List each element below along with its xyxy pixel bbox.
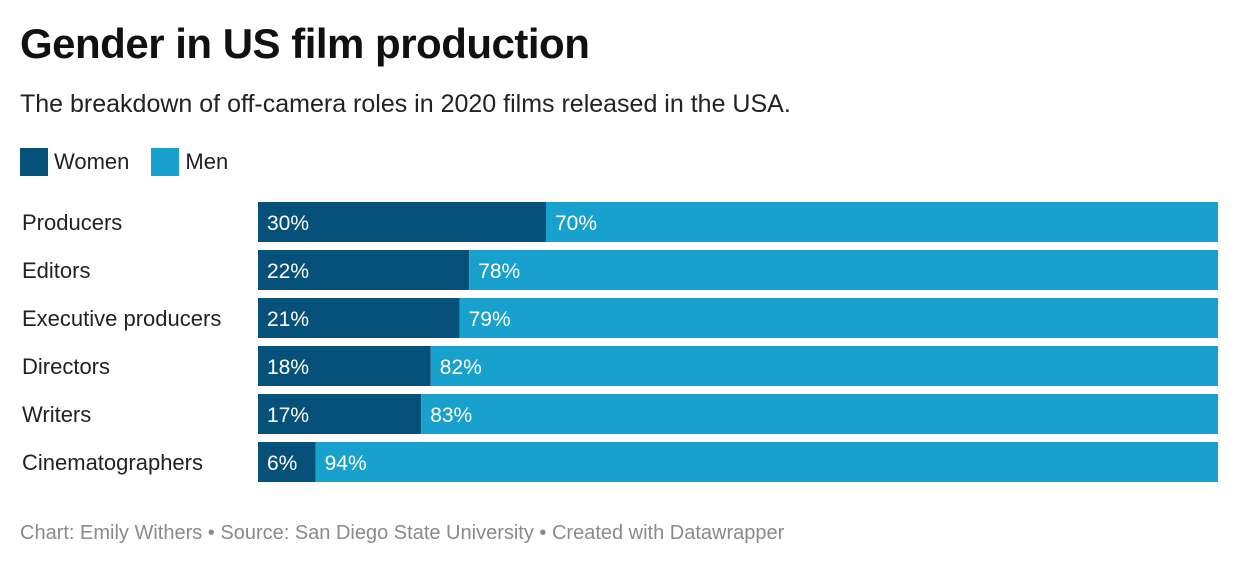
chart-footer: Chart: Emily Withers • Source: San Diego…	[20, 522, 785, 544]
data-label-men-editors: 78%	[478, 260, 520, 283]
data-label-men-producers: 70%	[555, 212, 597, 235]
category-label-executive-producers: Executive producers	[22, 306, 221, 331]
data-label-women-editors: 22%	[267, 260, 309, 283]
bar-men-writers	[421, 394, 1218, 434]
bar-women-editors	[258, 250, 470, 290]
legend-label-women: Women	[54, 149, 130, 174]
legend-swatch-women	[20, 148, 48, 176]
bar-men-cinematographers	[315, 442, 1219, 482]
category-label-producers: Producers	[22, 210, 122, 235]
data-label-women-writers: 17%	[267, 404, 309, 427]
category-label-cinematographers: Cinematographers	[22, 450, 203, 475]
chart-subtitle: The breakdown of off-camera roles in 202…	[20, 90, 791, 118]
bar-men-editors	[469, 250, 1218, 290]
bar-women-directors	[258, 346, 431, 386]
category-label-writers: Writers	[22, 402, 91, 427]
legend-swatch-men	[151, 148, 180, 176]
bar-men-producers	[546, 202, 1218, 242]
data-label-women-directors: 18%	[267, 356, 309, 379]
legend: Women Men	[20, 148, 228, 176]
data-label-men-cinematographers: 94%	[325, 452, 367, 475]
chart-title: Gender in US film production	[20, 20, 590, 67]
legend-label-men: Men	[185, 149, 229, 174]
bar-women-writers	[258, 394, 422, 434]
data-label-women-executive-producers: 21%	[267, 308, 309, 331]
bar-women-executive-producers	[258, 298, 460, 338]
bar-men-executive-producers	[459, 298, 1219, 338]
category-label-editors: Editors	[22, 258, 90, 283]
data-label-men-writers: 83%	[430, 404, 472, 427]
bar-men-directors	[430, 346, 1218, 386]
bar-women-producers	[258, 202, 546, 242]
data-label-men-executive-producers: 79%	[469, 308, 511, 331]
data-label-women-cinematographers: 6%	[267, 452, 297, 475]
legend-item-women: Women	[20, 148, 129, 176]
bar-women-cinematographers	[258, 442, 316, 482]
data-label-men-directors: 82%	[440, 356, 482, 379]
data-label-women-producers: 30%	[267, 212, 309, 235]
category-label-directors: Directors	[22, 354, 110, 379]
legend-item-men: Men	[151, 148, 228, 176]
